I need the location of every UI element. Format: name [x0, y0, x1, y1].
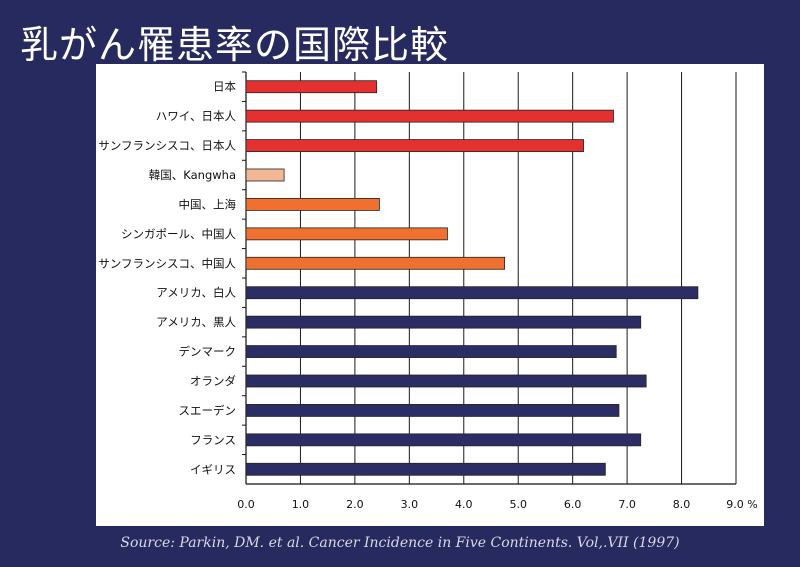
category-label: オランダ	[190, 374, 236, 388]
x-tick-label: 4.0	[455, 498, 473, 511]
category-label: スエーデン	[179, 403, 237, 417]
bar	[245, 109, 614, 123]
bar	[245, 462, 606, 476]
x-tick-label: 0.0	[237, 498, 255, 511]
bar	[245, 404, 620, 417]
category-label: シンガポール、中国人	[121, 227, 236, 241]
category-label: デンマーク	[179, 345, 237, 359]
category-label: アメリカ、黒人	[156, 315, 236, 329]
bar	[245, 168, 285, 182]
bar-chart: 0.0 1.0 2.0 3.0 4.0 5.0 6.0 7.0 8.0 9.0 % 日本ハワイ、日本…	[98, 71, 758, 511]
category-label: サンフランシスコ、日本人	[98, 139, 236, 153]
category-label: フランス	[190, 433, 236, 447]
x-tick-label: 3.0	[401, 498, 419, 511]
x-tick-label: 5.0	[509, 498, 527, 511]
x-tick-label: 1.0	[292, 498, 310, 511]
category-label: ハワイ、日本人	[156, 109, 237, 123]
bar	[245, 139, 584, 152]
bar	[245, 198, 380, 211]
source-citation: Source: Parkin, DM. et al. Cancer Incide…	[120, 535, 680, 551]
bar	[245, 315, 642, 329]
x-tick-label: 2.0	[346, 498, 364, 511]
bar	[245, 345, 617, 358]
category-label: イギリス	[190, 462, 236, 476]
x-tick-label: 6.0	[564, 498, 582, 511]
x-tick-label: 7.0	[618, 498, 636, 511]
bar	[245, 256, 506, 270]
bar	[245, 80, 378, 94]
chart-panel: 0.0 1.0 2.0 3.0 4.0 5.0 6.0 7.0 8.0 9.0 % 日本ハワイ、日本…	[96, 64, 764, 526]
category-label: 中国、上海	[179, 197, 237, 211]
bar	[245, 286, 699, 300]
bar	[245, 433, 642, 447]
bar	[245, 374, 647, 388]
category-label: 日本	[213, 80, 236, 94]
category-label: 韓国、Kangwha	[149, 168, 236, 182]
category-label: サンフランシスコ、中国人	[98, 256, 236, 270]
x-tick-label: 8.0	[673, 498, 691, 511]
category-label: アメリカ、白人	[156, 286, 236, 300]
bar	[245, 227, 448, 241]
x-tick-label: 9.0 %	[726, 498, 757, 511]
slide-title: 乳がん罹患率の国際比較	[20, 23, 450, 67]
